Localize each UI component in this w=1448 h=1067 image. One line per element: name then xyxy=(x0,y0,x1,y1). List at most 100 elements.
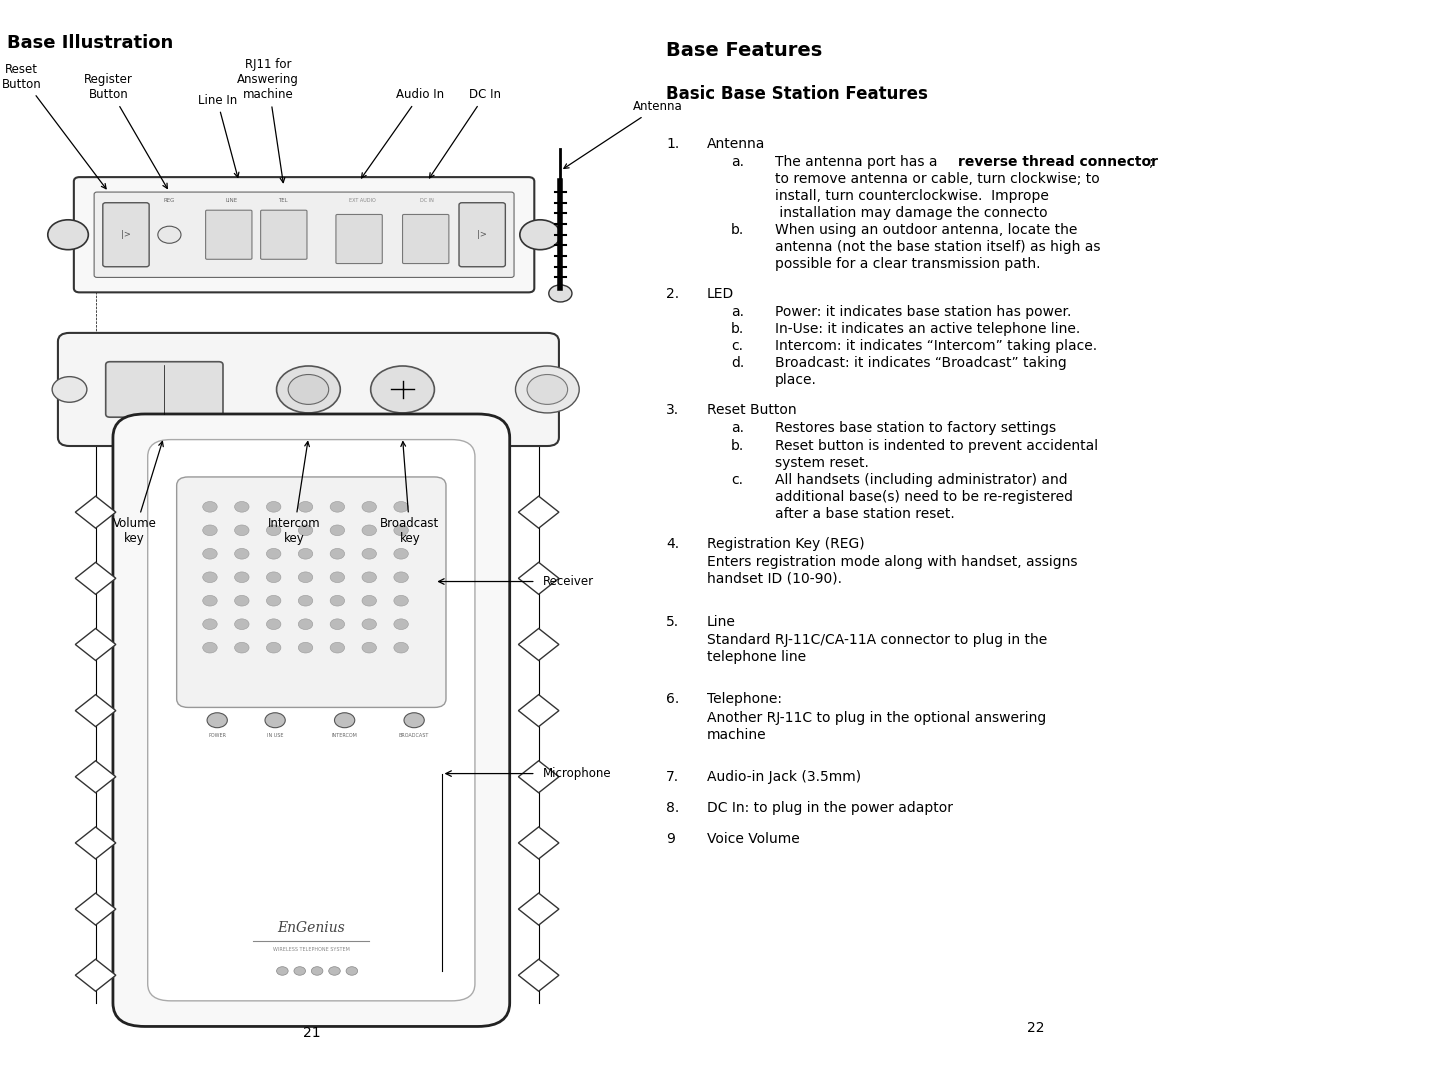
Text: a.: a. xyxy=(731,421,744,435)
Circle shape xyxy=(298,501,313,512)
Text: Enters registration mode along with handset, assigns: Enters registration mode along with hand… xyxy=(707,555,1077,569)
Text: 1.: 1. xyxy=(666,137,679,150)
Circle shape xyxy=(298,642,313,653)
Text: POWER: POWER xyxy=(209,733,226,738)
Polygon shape xyxy=(518,628,559,660)
Text: |>: |> xyxy=(478,230,487,239)
Circle shape xyxy=(235,501,249,512)
Text: Base Illustration: Base Illustration xyxy=(7,34,174,52)
Circle shape xyxy=(527,375,568,404)
Circle shape xyxy=(330,642,345,653)
Circle shape xyxy=(515,366,579,413)
Circle shape xyxy=(235,619,249,630)
Text: When using an outdoor antenna, locate the: When using an outdoor antenna, locate th… xyxy=(775,223,1077,237)
FancyBboxPatch shape xyxy=(74,177,534,292)
FancyBboxPatch shape xyxy=(261,210,307,259)
Text: ;: ; xyxy=(1150,155,1154,169)
Polygon shape xyxy=(75,562,116,594)
Text: installation may damage the connecto: installation may damage the connecto xyxy=(775,206,1047,220)
Circle shape xyxy=(463,229,478,240)
Polygon shape xyxy=(518,496,559,528)
Circle shape xyxy=(158,226,181,243)
Circle shape xyxy=(330,525,345,536)
Text: Antenna: Antenna xyxy=(707,137,765,150)
Circle shape xyxy=(203,619,217,630)
FancyBboxPatch shape xyxy=(336,214,382,264)
Circle shape xyxy=(266,572,281,583)
Circle shape xyxy=(235,525,249,536)
Circle shape xyxy=(235,548,249,559)
Text: 6.: 6. xyxy=(666,692,679,706)
Circle shape xyxy=(404,713,424,728)
Circle shape xyxy=(334,713,355,728)
Text: In-Use: it indicates an active telephone line.: In-Use: it indicates an active telephone… xyxy=(775,322,1080,336)
Text: Broadcast
key: Broadcast key xyxy=(381,442,439,545)
Text: INTERCOM: INTERCOM xyxy=(332,733,358,738)
Text: install, turn counterclockwise.  Imprope: install, turn counterclockwise. Imprope xyxy=(775,189,1048,203)
Circle shape xyxy=(298,525,313,536)
Text: All handsets (including administrator) and: All handsets (including administrator) a… xyxy=(775,473,1067,487)
Text: place.: place. xyxy=(775,373,817,387)
Polygon shape xyxy=(75,827,116,859)
Text: Audio In: Audio In xyxy=(362,89,445,178)
Text: Another RJ-11C to plug in the optional answering: Another RJ-11C to plug in the optional a… xyxy=(707,711,1045,724)
Circle shape xyxy=(394,572,408,583)
Circle shape xyxy=(362,642,376,653)
Circle shape xyxy=(362,619,376,630)
FancyBboxPatch shape xyxy=(103,203,149,267)
Text: Line: Line xyxy=(707,615,736,628)
Circle shape xyxy=(203,501,217,512)
Circle shape xyxy=(266,619,281,630)
Circle shape xyxy=(330,572,345,583)
FancyBboxPatch shape xyxy=(403,214,449,264)
Text: Line In: Line In xyxy=(197,94,239,177)
Text: WIRELESS TELEPHONE SYSTEM: WIRELESS TELEPHONE SYSTEM xyxy=(272,947,350,953)
Polygon shape xyxy=(75,893,116,925)
Circle shape xyxy=(235,572,249,583)
Text: a.: a. xyxy=(731,155,744,169)
Text: TEL: TEL xyxy=(278,198,287,203)
FancyBboxPatch shape xyxy=(106,362,223,417)
Circle shape xyxy=(329,967,340,975)
Circle shape xyxy=(203,548,217,559)
Circle shape xyxy=(549,285,572,302)
Text: Restores base station to factory settings: Restores base station to factory setting… xyxy=(775,421,1056,435)
Text: EXT AUDIO: EXT AUDIO xyxy=(349,198,375,203)
FancyBboxPatch shape xyxy=(177,477,446,707)
Circle shape xyxy=(394,619,408,630)
Text: after a base station reset.: after a base station reset. xyxy=(775,507,954,521)
Text: Voice Volume: Voice Volume xyxy=(707,832,799,846)
Text: 4.: 4. xyxy=(666,537,679,551)
FancyBboxPatch shape xyxy=(459,203,505,267)
Text: Reset Button: Reset Button xyxy=(707,403,796,417)
Polygon shape xyxy=(518,827,559,859)
Text: EnGenius: EnGenius xyxy=(278,921,345,936)
Circle shape xyxy=(330,501,345,512)
Text: Telephone:: Telephone: xyxy=(707,692,782,706)
Circle shape xyxy=(266,525,281,536)
Circle shape xyxy=(346,967,358,975)
Text: antenna (not the base station itself) as high as: antenna (not the base station itself) as… xyxy=(775,240,1100,254)
Text: Register
Button: Register Button xyxy=(84,74,168,189)
Circle shape xyxy=(330,548,345,559)
Circle shape xyxy=(362,501,376,512)
Text: to remove antenna or cable, turn clockwise; to: to remove antenna or cable, turn clockwi… xyxy=(775,172,1099,186)
Text: additional base(s) need to be re-registered: additional base(s) need to be re-registe… xyxy=(775,490,1073,504)
Text: Basic Base Station Features: Basic Base Station Features xyxy=(666,85,928,103)
Circle shape xyxy=(394,642,408,653)
Text: 7.: 7. xyxy=(666,770,679,784)
Text: Microphone: Microphone xyxy=(543,767,611,780)
Text: Intercom
key: Intercom key xyxy=(268,442,320,545)
Circle shape xyxy=(203,642,217,653)
Polygon shape xyxy=(75,496,116,528)
Text: d.: d. xyxy=(731,356,744,370)
Circle shape xyxy=(298,595,313,606)
Text: REG: REG xyxy=(164,198,175,203)
Polygon shape xyxy=(75,628,116,660)
Text: LED: LED xyxy=(707,287,734,301)
Text: 5.: 5. xyxy=(666,615,679,628)
Text: 9: 9 xyxy=(666,832,675,846)
Text: c.: c. xyxy=(731,339,743,353)
Text: Reset button is indented to prevent accidental: Reset button is indented to prevent acci… xyxy=(775,439,1098,452)
Circle shape xyxy=(330,595,345,606)
